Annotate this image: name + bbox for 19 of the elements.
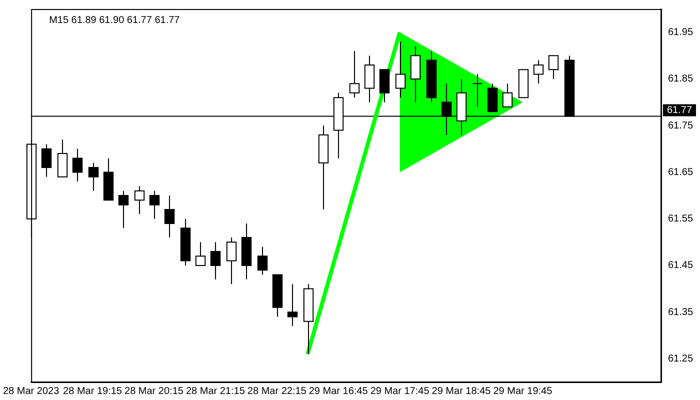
x-tick-label: 28 Mar 22:15 — [247, 386, 307, 397]
y-tick-label: 61.95 — [668, 27, 694, 38]
text: M15 61.89 61.90 61.77 61.77 — [49, 14, 180, 26]
y-tick-label: 61.55 — [668, 214, 694, 225]
y-tick-label: 61.25 — [668, 353, 694, 364]
x-tick-label: 28 Mar 20:15 — [124, 386, 184, 397]
x-tick-label: 29 Mar 18:45 — [432, 386, 492, 397]
y-tick-label: 61.85 — [668, 74, 694, 85]
y-tick-label: 61.75 — [668, 120, 694, 132]
x-tick-label: 29 Mar 17:45 — [370, 386, 430, 397]
x-tick-label: 28 Mar 19:15 — [63, 386, 122, 397]
y-tick-label: 61.35 — [668, 306, 694, 318]
y-tick-label: 61.65 — [668, 166, 694, 178]
y-tick-label: 61.45 — [668, 260, 694, 272]
x-tick-label: 29 Mar 16:45 — [308, 386, 368, 397]
x-tick-label: 28 Mar 2023 — [2, 386, 60, 397]
x-tick-label: 29 Mar 19:45 — [493, 386, 553, 397]
x-tick-label: 28 Mar 21:15 — [186, 386, 246, 397]
ref-line-label: 61.77 — [666, 104, 692, 116]
